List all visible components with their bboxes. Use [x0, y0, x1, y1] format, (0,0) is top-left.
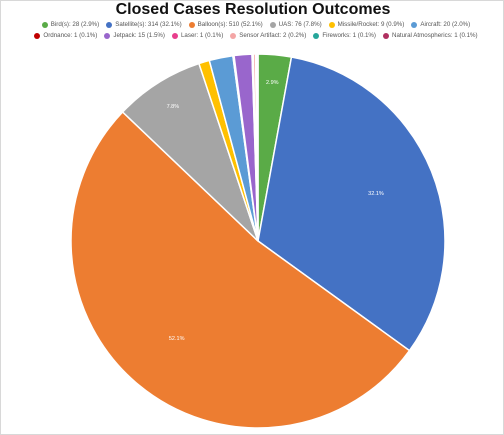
pie-slice-natural-atmospherics[interactable] [256, 53, 259, 242]
legend-swatch-icon [269, 22, 276, 28]
legend-label: Balloon(s): 510 (52.1%) [197, 21, 263, 28]
legend-item[interactable]: UAS: 76 (7.8%) [269, 21, 322, 29]
legend-label: Sensor Artifact: 2 (0.2%) [239, 32, 307, 39]
chart-legend: Bird(s): 28 (2.9%) Satellite(s): 314 (32.… [31, 21, 481, 40]
legend-label: UAS: 76 (7.8%) [278, 21, 322, 28]
legend-label: Satellite(s): 314 (32.1%) [115, 21, 182, 28]
legend-item[interactable]: Balloon(s): 510 (52.1%) [188, 21, 263, 29]
legend-swatch-icon [171, 33, 178, 39]
legend-item[interactable]: Ordnance: 1 (0.1%) [34, 32, 97, 40]
legend-label: Missile/Rocket: 9 (0.9%) [337, 21, 405, 28]
legend-swatch-icon [230, 33, 237, 39]
legend-label: Ordnance: 1 (0.1%) [43, 32, 98, 39]
chart-title: Closed Cases Resolution Outcomes [115, 1, 391, 18]
legend-swatch-icon [106, 22, 113, 28]
legend-item[interactable]: Bird(s): 28 (2.9%) [41, 21, 100, 29]
legend-label: Fireworks: 1 (0.1%) [322, 32, 376, 39]
pie-slice-balloon-s[interactable] [70, 110, 411, 429]
legend-item[interactable]: Satellite(s): 314 (32.1%) [106, 21, 182, 29]
slice-data-label: 2.9% [266, 80, 279, 86]
legend-label: Bird(s): 28 (2.9%) [50, 21, 100, 28]
legend-item[interactable]: Sensor Artifact: 2 (0.2%) [230, 32, 306, 40]
legend-label: Laser: 1 (0.1%) [180, 32, 224, 39]
legend-swatch-icon [382, 33, 389, 39]
legend-swatch-icon [41, 22, 48, 28]
legend-label: Natural Atmospherics: 1 (0.1%) [391, 32, 478, 39]
legend-swatch-icon [34, 33, 41, 39]
legend-swatch-icon [328, 22, 335, 28]
legend-label: Jetpack: 15 (1.5%) [113, 32, 165, 39]
legend-label: Aircraft: 20 (2.0%) [420, 21, 471, 28]
legend-item[interactable]: Jetpack: 15 (1.5%) [104, 32, 165, 40]
legend-swatch-icon [188, 22, 195, 28]
legend-swatch-icon [104, 33, 111, 39]
slice-data-label: 52.1% [169, 336, 185, 342]
legend-item[interactable]: Missile/Rocket: 9 (0.9%) [328, 21, 405, 29]
legend-item[interactable]: Natural Atmospherics: 1 (0.1%) [382, 32, 478, 40]
legend-item[interactable]: Fireworks: 1 (0.1%) [313, 32, 376, 40]
legend-item[interactable]: Laser: 1 (0.1%) [171, 32, 224, 40]
pie-slice-uas[interactable] [121, 62, 259, 242]
legend-swatch-icon [411, 22, 418, 28]
legend-item[interactable]: Aircraft: 20 (2.0%) [411, 21, 470, 29]
slice-data-label: 7.8% [167, 104, 180, 110]
legend-swatch-icon [313, 33, 320, 39]
pie-slice-satellite-s[interactable] [257, 56, 446, 352]
slice-data-label: 32.1% [368, 191, 384, 197]
